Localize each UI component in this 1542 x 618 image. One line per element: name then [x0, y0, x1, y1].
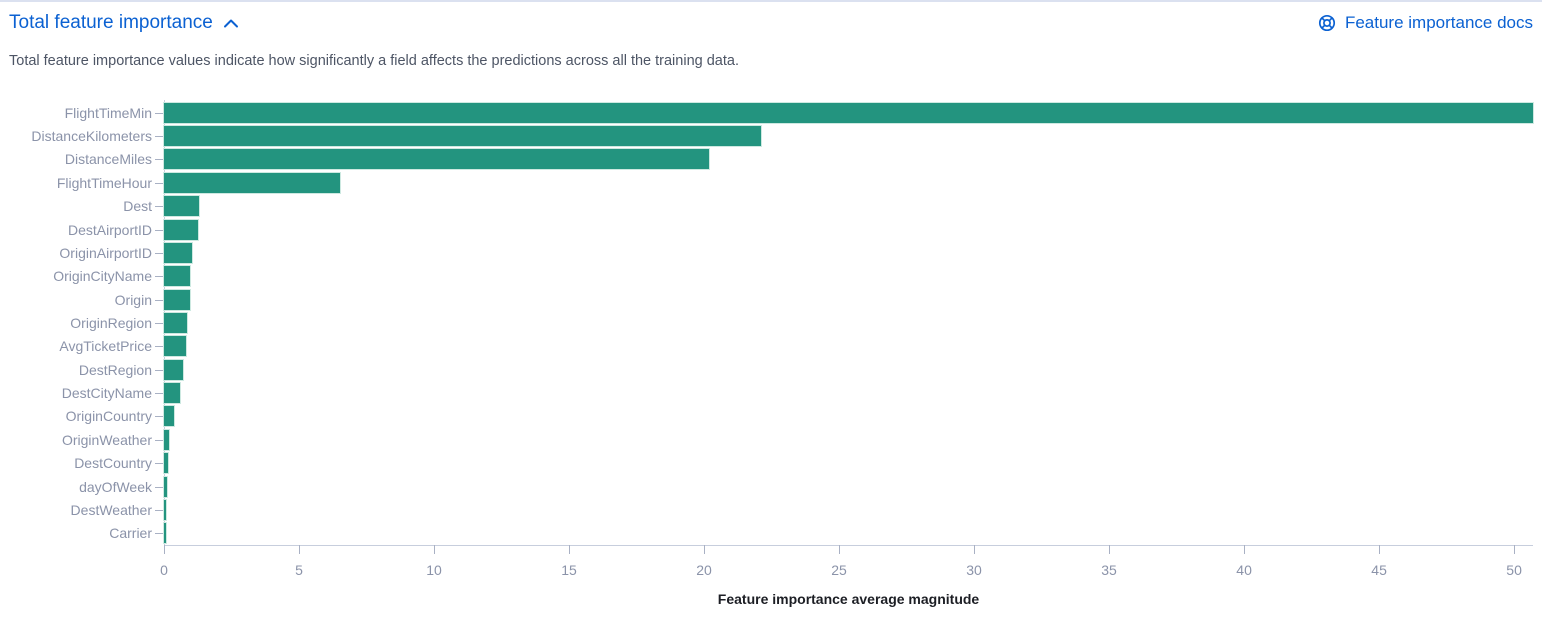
y-axis-tick [155, 299, 164, 301]
y-axis-label: OriginRegion [70, 315, 152, 331]
y-axis-label: DistanceKilometers [31, 128, 152, 145]
x-axis-tick [1379, 545, 1381, 554]
y-axis-label: OriginAirportID [59, 244, 152, 261]
y-axis-label: DestRegion [78, 361, 152, 378]
bar-DistanceKilometers[interactable] [163, 125, 762, 148]
bar-Origin[interactable] [163, 288, 191, 311]
y-axis-tick [155, 229, 164, 231]
bar-DestAirportID[interactable] [162, 218, 200, 241]
y-axis-label: OriginCityName [53, 268, 152, 285]
x-axis-tick-label: 25 [831, 562, 847, 578]
y-axis-tick [155, 323, 164, 324]
bar-DestCountry[interactable] [162, 452, 170, 475]
x-axis-tick [299, 545, 300, 554]
y-axis-tick [155, 136, 164, 138]
bar-OriginCountry[interactable] [162, 405, 176, 428]
x-axis-tick [704, 545, 706, 554]
x-axis-tick-label: 20 [696, 562, 712, 578]
y-axis-tick [155, 463, 164, 465]
bar-FlightTimeMin[interactable] [163, 101, 1534, 124]
y-axis-tick [155, 206, 164, 208]
x-axis-tick [434, 545, 436, 554]
section-collapse-toggle[interactable]: Total feature importance [9, 12, 239, 34]
y-axis-tick [155, 533, 164, 535]
x-axis-line [164, 545, 1533, 546]
y-axis-label: OriginWeather [61, 431, 152, 448]
y-axis-label: Dest [123, 198, 152, 215]
bar-FlightTimeHour[interactable] [163, 171, 341, 194]
bar-OriginAirportID[interactable] [162, 241, 194, 264]
y-axis-label: DestCountry [74, 455, 152, 472]
y-axis-tick [155, 486, 164, 488]
bar-OriginWeather[interactable] [163, 428, 170, 451]
help-lifebuoy-icon [1317, 13, 1337, 33]
x-axis-tick [569, 545, 571, 554]
y-axis-tick [155, 416, 164, 418]
x-axis-tick-label: 35 [1101, 562, 1117, 578]
x-axis-tick-label: 5 [295, 562, 303, 578]
y-axis-tick [155, 276, 164, 278]
y-axis-tick [155, 252, 164, 254]
y-axis-label: Carrier [109, 525, 152, 542]
x-axis-tick [1244, 545, 1246, 554]
bar-AvgTicketPrice[interactable] [163, 335, 187, 358]
y-axis-label: dayOfWeek [79, 478, 152, 495]
y-axis-label: DestWeather [70, 501, 152, 518]
x-axis-tick [164, 545, 165, 554]
x-axis-tick [1514, 545, 1516, 554]
y-axis-tick [155, 439, 164, 441]
x-axis-tick-label: 0 [160, 562, 168, 578]
y-axis-tick [155, 346, 164, 348]
x-axis-title: Feature importance average magnitude [717, 591, 980, 607]
x-axis-tick [1109, 545, 1111, 554]
bar-Dest[interactable] [162, 195, 201, 218]
y-axis-tick [155, 369, 164, 371]
y-axis-label: DestCityName [61, 385, 152, 402]
y-axis-label: Origin [114, 291, 152, 308]
y-axis-label: OriginCountry [65, 408, 152, 425]
x-axis-tick-label: 50 [1506, 562, 1522, 578]
section-title: Total feature importance [9, 12, 213, 33]
section-description: Total feature importance values indicate… [9, 53, 739, 69]
bar-DestRegion[interactable] [162, 358, 185, 381]
y-axis-tick [155, 393, 164, 395]
bar-DestCityName[interactable] [162, 382, 182, 405]
x-axis-tick-label: 40 [1236, 562, 1252, 578]
y-axis-label: FlightTimeMin [64, 104, 152, 121]
section-header: Total feature importance Feature importa… [9, 12, 1533, 40]
x-axis-tick [974, 545, 976, 554]
x-axis-tick-label: 15 [561, 562, 577, 578]
bar-OriginCityName[interactable] [162, 265, 192, 288]
bar-dayOfWeek[interactable] [162, 475, 169, 498]
y-axis-tick [155, 159, 164, 161]
x-axis-tick-label: 30 [966, 562, 982, 578]
panel-top-border [0, 0, 1542, 2]
y-axis-tick [155, 509, 164, 511]
x-axis-tick-label: 10 [426, 562, 442, 578]
chevron-up-icon [223, 18, 239, 29]
feature-importance-docs-link[interactable]: Feature importance docs [1317, 13, 1533, 33]
y-axis-label: DistanceMiles [64, 151, 152, 168]
y-axis-tick [155, 182, 164, 184]
bar-OriginRegion[interactable] [162, 312, 189, 334]
docs-link-label: Feature importance docs [1344, 13, 1533, 32]
y-axis-label: DestAirportID [67, 221, 152, 238]
y-axis-label: AvgTicketPrice [59, 338, 152, 355]
x-axis-tick-label: 45 [1371, 562, 1387, 578]
y-axis-label: FlightTimeHour [56, 174, 152, 191]
y-axis-tick [155, 112, 164, 114]
bar-DestWeather[interactable] [162, 498, 168, 521]
bar-Carrier[interactable] [163, 522, 167, 545]
bar-DistanceMiles[interactable] [162, 148, 711, 171]
x-axis-tick [839, 545, 841, 554]
